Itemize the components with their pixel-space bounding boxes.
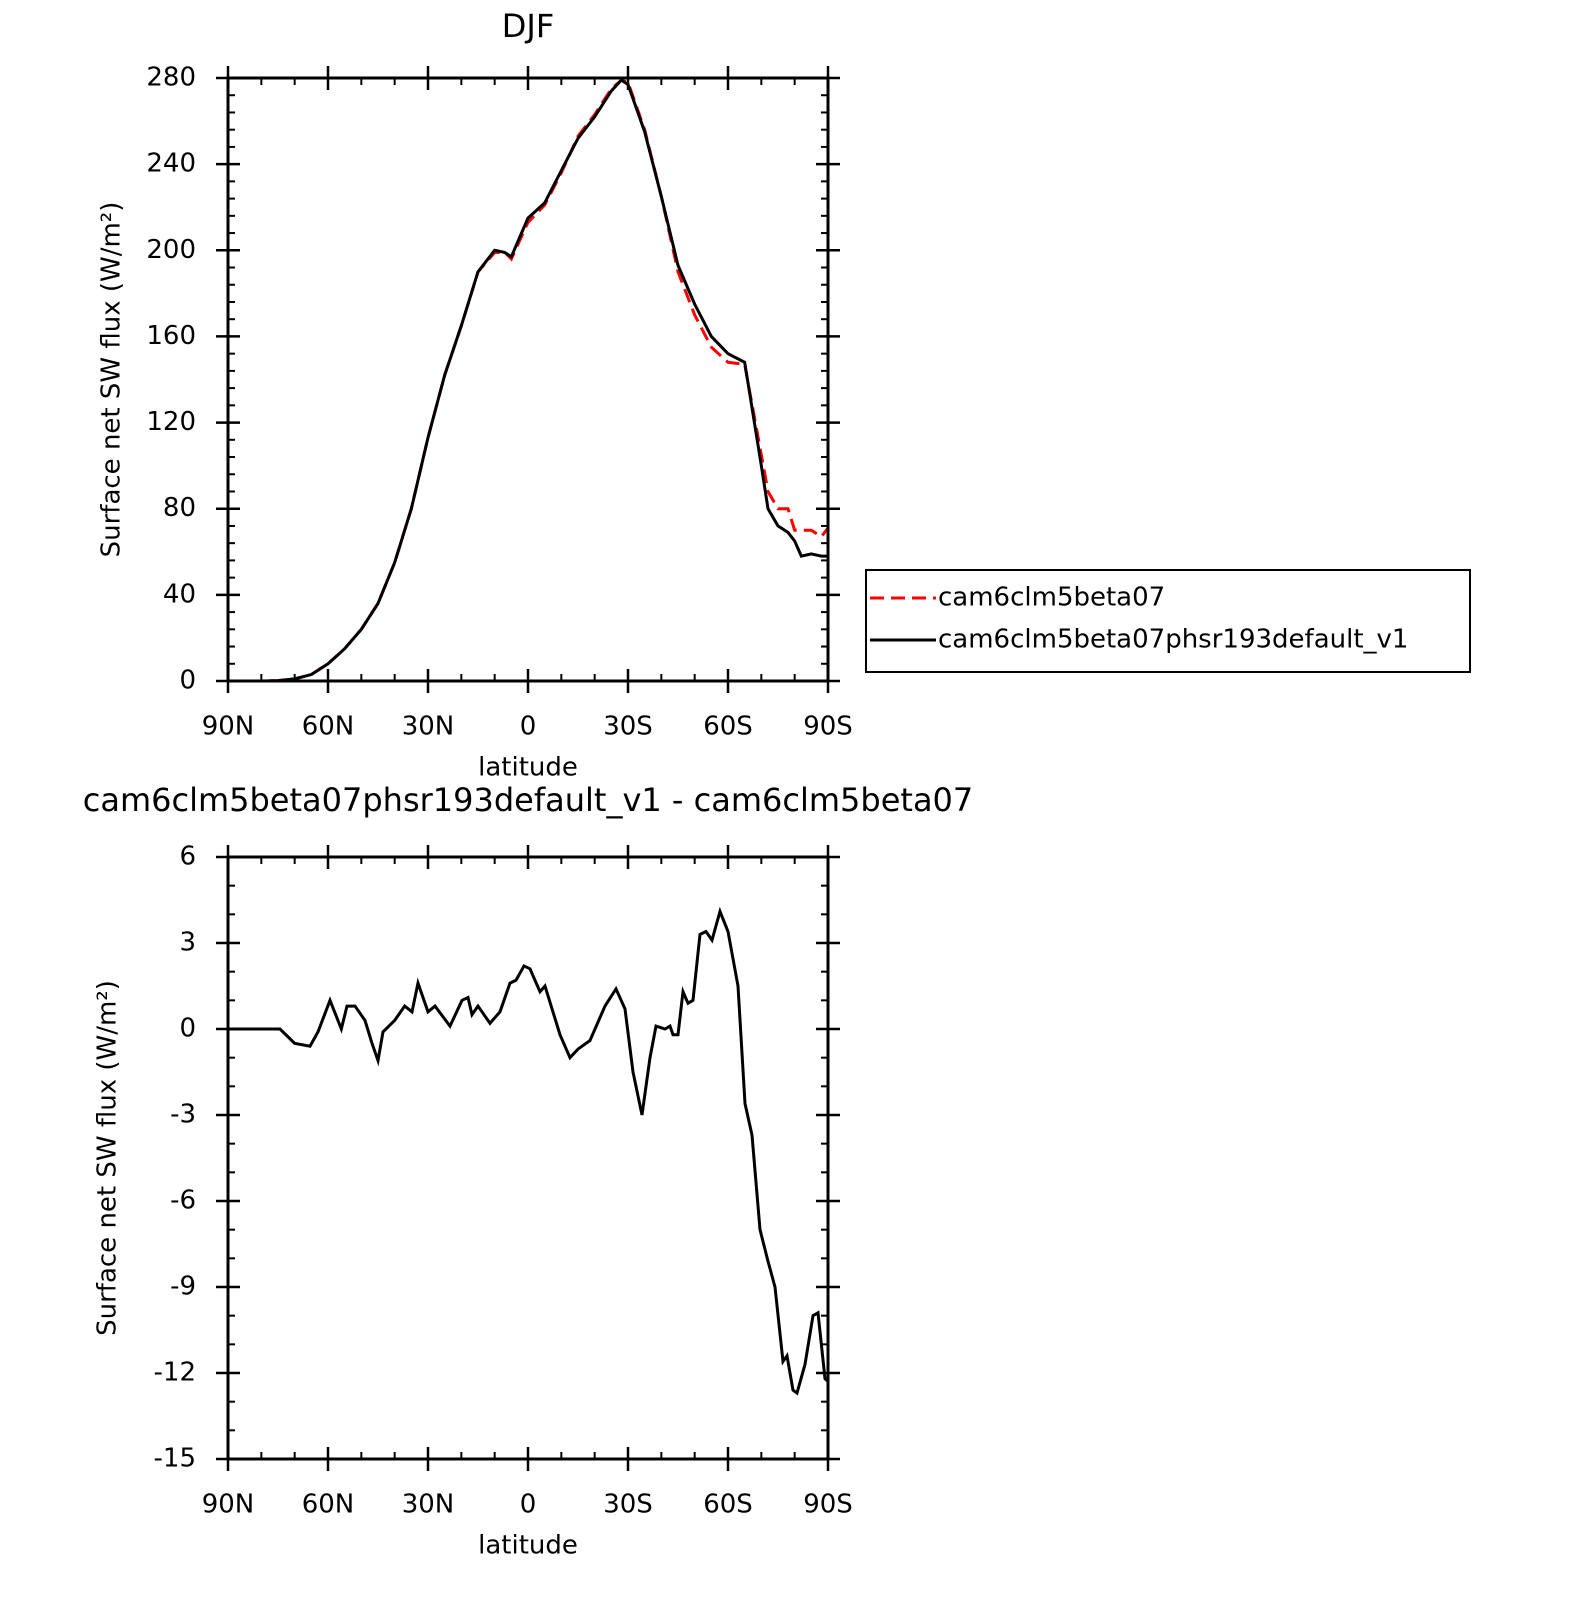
y-tick-label: 160 bbox=[146, 321, 196, 351]
x-tick-label: 0 bbox=[520, 1490, 537, 1520]
y-axis-label: Surface net SW flux (W/m²) bbox=[93, 980, 123, 1336]
y-tick-label: 200 bbox=[146, 235, 196, 265]
y-tick-label: 280 bbox=[146, 63, 196, 93]
x-tick-label: 30S bbox=[603, 1490, 653, 1520]
y-tick-label: 0 bbox=[179, 1014, 196, 1044]
x-tick-label: 60N bbox=[302, 1490, 355, 1520]
plot-frame bbox=[226, 76, 830, 683]
x-tick-label: 60S bbox=[703, 1490, 753, 1520]
y-tick-label: -3 bbox=[170, 1100, 196, 1130]
x-tick-label: 60N bbox=[302, 712, 355, 742]
y-tick-label: 6 bbox=[179, 842, 196, 872]
x-tick-label: 90S bbox=[803, 712, 853, 742]
legend-box bbox=[865, 569, 1471, 673]
y-tick-label: -9 bbox=[170, 1272, 196, 1302]
y-tick-label: 120 bbox=[146, 407, 196, 437]
legend-label: cam6clm5beta07 bbox=[938, 583, 1165, 613]
data-line bbox=[228, 78, 830, 683]
y-tick-label: 240 bbox=[146, 149, 196, 179]
data-line bbox=[228, 906, 830, 1396]
x-tick-label: 90N bbox=[202, 712, 255, 742]
x-tick-label: 30N bbox=[402, 1490, 455, 1520]
y-tick-label: 3 bbox=[179, 928, 196, 958]
y-tick-label: 80 bbox=[163, 493, 196, 523]
chart-title: cam6clm5beta07phsr193default_v1 - cam6cl… bbox=[83, 781, 974, 819]
x-tick-label: 90S bbox=[803, 1490, 853, 1520]
x-axis-label: latitude bbox=[478, 753, 578, 783]
x-tick-label: 0 bbox=[520, 712, 537, 742]
data-line bbox=[228, 78, 828, 683]
x-axis-label: latitude bbox=[478, 1531, 578, 1561]
x-tick-label: 30N bbox=[402, 712, 455, 742]
x-tick-label: 90N bbox=[202, 1490, 255, 1520]
x-tick-label: 30S bbox=[603, 712, 653, 742]
y-tick-label: 40 bbox=[163, 579, 196, 609]
chart-title: DJF bbox=[502, 7, 554, 45]
y-tick-label: 0 bbox=[179, 666, 196, 696]
legend-label: cam6clm5beta07phsr193default_v1 bbox=[938, 625, 1408, 655]
x-tick-label: 60S bbox=[703, 712, 753, 742]
y-tick-label: -15 bbox=[154, 1444, 196, 1474]
y-tick-label: -12 bbox=[154, 1358, 196, 1388]
plot-frame bbox=[226, 855, 830, 1461]
y-axis-label: Surface net SW flux (W/m²) bbox=[97, 202, 127, 558]
y-tick-label: -6 bbox=[170, 1186, 196, 1216]
